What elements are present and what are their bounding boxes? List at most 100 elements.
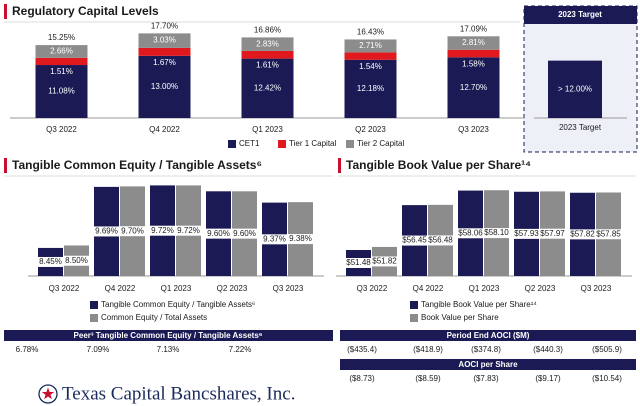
x-tick-label: Q1 2023	[469, 284, 500, 293]
bar-segment	[344, 59, 397, 118]
bar-segment	[344, 39, 397, 53]
table-title: Period End AOCI ($M)	[447, 331, 530, 340]
label-box	[150, 225, 175, 236]
bar-segment	[241, 50, 294, 59]
table-value: ($10.54)	[592, 374, 622, 383]
x-tick-label: Q3 2022	[46, 125, 77, 134]
table-value: ($374.8)	[471, 345, 501, 354]
legend-swatch	[90, 314, 98, 322]
value-label: $56.48	[428, 236, 453, 245]
value-label: 12.42%	[254, 83, 281, 92]
value-label: $57.82	[570, 229, 595, 238]
x-tick-label: Q1 2023	[252, 125, 283, 134]
value-label: 9.70%	[121, 226, 144, 235]
value-label: $57.97	[540, 229, 565, 238]
label-box	[262, 234, 287, 245]
legend-swatch	[410, 301, 418, 309]
table-value: ($435.4)	[347, 345, 377, 354]
value-label: 1.51%	[50, 67, 73, 76]
table-value: ($7.83)	[473, 374, 499, 383]
table-value: 7.09%	[87, 345, 110, 354]
legend-label: Common Equity / Total Assets	[101, 313, 207, 322]
bar-segment	[35, 57, 88, 66]
label-box	[372, 256, 397, 267]
value-label: 12.18%	[357, 84, 384, 93]
x-tick-label: Q3 2022	[357, 284, 388, 293]
total-label: 16.43%	[357, 28, 384, 37]
value-label: 1.54%	[359, 62, 382, 71]
value-label: 9.38%	[289, 234, 312, 243]
x-tick-label: Q4 2022	[105, 284, 136, 293]
value-label: 8.50%	[65, 256, 88, 265]
legend-label: Tier 2 Capital	[357, 139, 405, 148]
table-title: Peer³ Tangible Common Equity / Tangible …	[74, 331, 263, 340]
value-label: $51.48	[346, 258, 371, 267]
legend-label: Tier 1 Capital	[289, 139, 337, 148]
section-title: Tangible Common Equity / Tangible Assets…	[12, 158, 262, 172]
title-accent	[338, 158, 341, 173]
table-value: 7.13%	[157, 345, 180, 354]
total-label: 17.09%	[460, 24, 487, 33]
x-tick-label: Q3 2023	[273, 284, 304, 293]
value-label: > 12.00%	[558, 84, 592, 93]
value-label: 9.72%	[177, 226, 200, 235]
x-tick-label: Q2 2023	[525, 284, 556, 293]
value-label: 2.83%	[256, 39, 279, 48]
bar-segment	[241, 58, 294, 118]
bar-segment	[35, 65, 88, 118]
label-box	[458, 228, 483, 239]
value-label: $51.82	[372, 257, 397, 266]
value-label: $58.06	[458, 228, 483, 237]
x-tick-label: Q4 2022	[149, 125, 180, 134]
x-tick-label: Q1 2023	[161, 284, 192, 293]
total-label: 15.25%	[48, 33, 75, 42]
value-label: 9.60%	[207, 229, 230, 238]
value-label: $58.10	[484, 228, 509, 237]
bar-segment	[138, 47, 191, 56]
value-label: 1.67%	[153, 58, 176, 67]
bar-segment	[447, 36, 500, 50]
label-box	[232, 228, 257, 239]
label-box	[206, 228, 231, 239]
x-tick-label: Q3 2023	[458, 125, 489, 134]
label-box	[428, 235, 453, 246]
table-header	[340, 359, 636, 370]
title-accent	[4, 4, 7, 19]
legend-label: Tangible Common Equity / Tangible Assets…	[101, 300, 255, 309]
total-label: 17.70%	[151, 21, 178, 30]
value-label: 11.08%	[48, 87, 75, 96]
bar-segment	[35, 45, 88, 58]
label-box	[596, 229, 621, 240]
table-value: ($8.59)	[415, 374, 441, 383]
table-value: ($9.17)	[535, 374, 561, 383]
value-label: $57.93	[514, 229, 539, 238]
legend-swatch	[278, 140, 286, 148]
bar-segment	[447, 49, 500, 58]
value-label: 8.45%	[39, 257, 62, 266]
label-box	[402, 235, 427, 246]
label-box	[120, 226, 145, 237]
bar-segment	[344, 52, 397, 60]
total-label: 16.86%	[254, 26, 281, 35]
bar-segment	[241, 37, 294, 51]
table-value: ($440.3)	[533, 345, 563, 354]
table-header	[340, 330, 636, 341]
label-box	[514, 228, 539, 239]
value-label: 2.66%	[50, 47, 73, 56]
value-label: 2.81%	[462, 38, 485, 47]
target-category: 2023 Target	[558, 123, 602, 132]
logo-star	[41, 387, 55, 400]
table-header	[4, 330, 333, 341]
legend-swatch	[410, 314, 418, 322]
x-tick-label: Q3 2023	[581, 284, 612, 293]
label-box	[94, 226, 119, 237]
label-box	[176, 225, 201, 236]
logo-text: Texas Capital Bancshares, Inc.	[62, 383, 295, 404]
table-value: 6.78%	[16, 345, 39, 354]
value-label: 9.37%	[263, 234, 286, 243]
section-title: Regulatory Capital Levels	[12, 4, 159, 18]
target-bar	[548, 60, 602, 118]
label-box	[484, 228, 509, 239]
legend-swatch	[90, 301, 98, 309]
x-tick-label: Q2 2023	[355, 125, 386, 134]
